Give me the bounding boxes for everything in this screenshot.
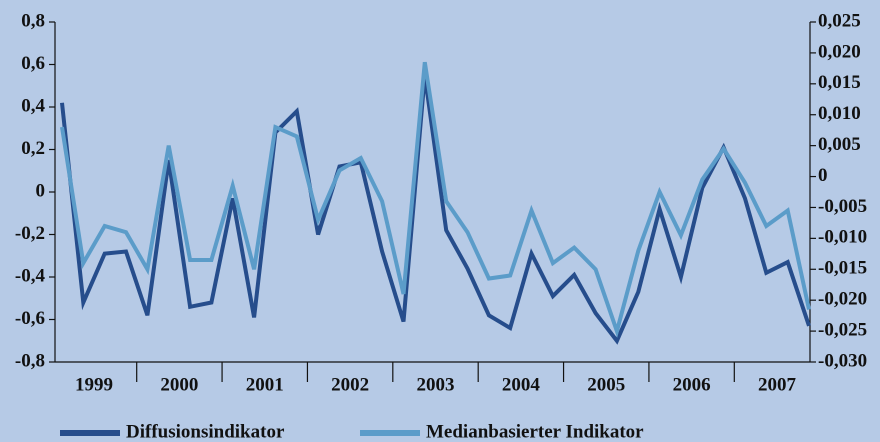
x-tick-label: 2002 xyxy=(331,374,369,395)
y2-tick-label: -0,020 xyxy=(818,289,867,310)
y-tick-label: 0,2 xyxy=(21,138,45,159)
y-tick-label: -0,2 xyxy=(15,223,45,244)
y2-tick-label: -0,015 xyxy=(818,258,867,279)
y2-tick-label: 0,015 xyxy=(818,72,861,93)
y-tick-label: 0 xyxy=(36,180,46,201)
y2-tick-label: -0,010 xyxy=(818,227,867,248)
y2-tick-label: 0,020 xyxy=(818,41,861,62)
series-line xyxy=(60,61,811,338)
y-tick-label: -0,8 xyxy=(15,350,45,371)
legend-label: Medianbasierter Indikator xyxy=(426,421,644,442)
y-tick-label: -0,6 xyxy=(15,308,45,329)
y2-tick-label: -0,025 xyxy=(818,319,867,340)
x-tick-label: 2000 xyxy=(160,374,198,395)
x-tick-label: 2004 xyxy=(502,374,541,395)
y2-tick-label: 0,025 xyxy=(818,10,861,31)
x-tick-label: 2007 xyxy=(758,374,797,395)
y2-tick-label: 0,005 xyxy=(818,134,861,155)
x-tick-label: 2006 xyxy=(673,374,711,395)
y2-tick-label: -0,005 xyxy=(818,196,867,217)
y-tick-label: -0,4 xyxy=(15,265,46,286)
series-line xyxy=(60,74,811,345)
x-tick-label: 2003 xyxy=(417,374,455,395)
x-tick-label: 2005 xyxy=(587,374,625,395)
y2-tick-label: 0,010 xyxy=(818,103,861,124)
y-tick-label: 0,8 xyxy=(21,10,45,31)
y-tick-label: 0,4 xyxy=(21,95,45,116)
y-tick-label: 0,6 xyxy=(21,53,45,74)
x-tick-label: 1999 xyxy=(75,374,113,395)
y2-tick-label: -0,030 xyxy=(818,350,867,371)
y2-tick-label: 0 xyxy=(818,165,828,186)
x-tick-label: 2001 xyxy=(246,374,284,395)
legend-label: Diffusionsindikator xyxy=(126,421,285,442)
